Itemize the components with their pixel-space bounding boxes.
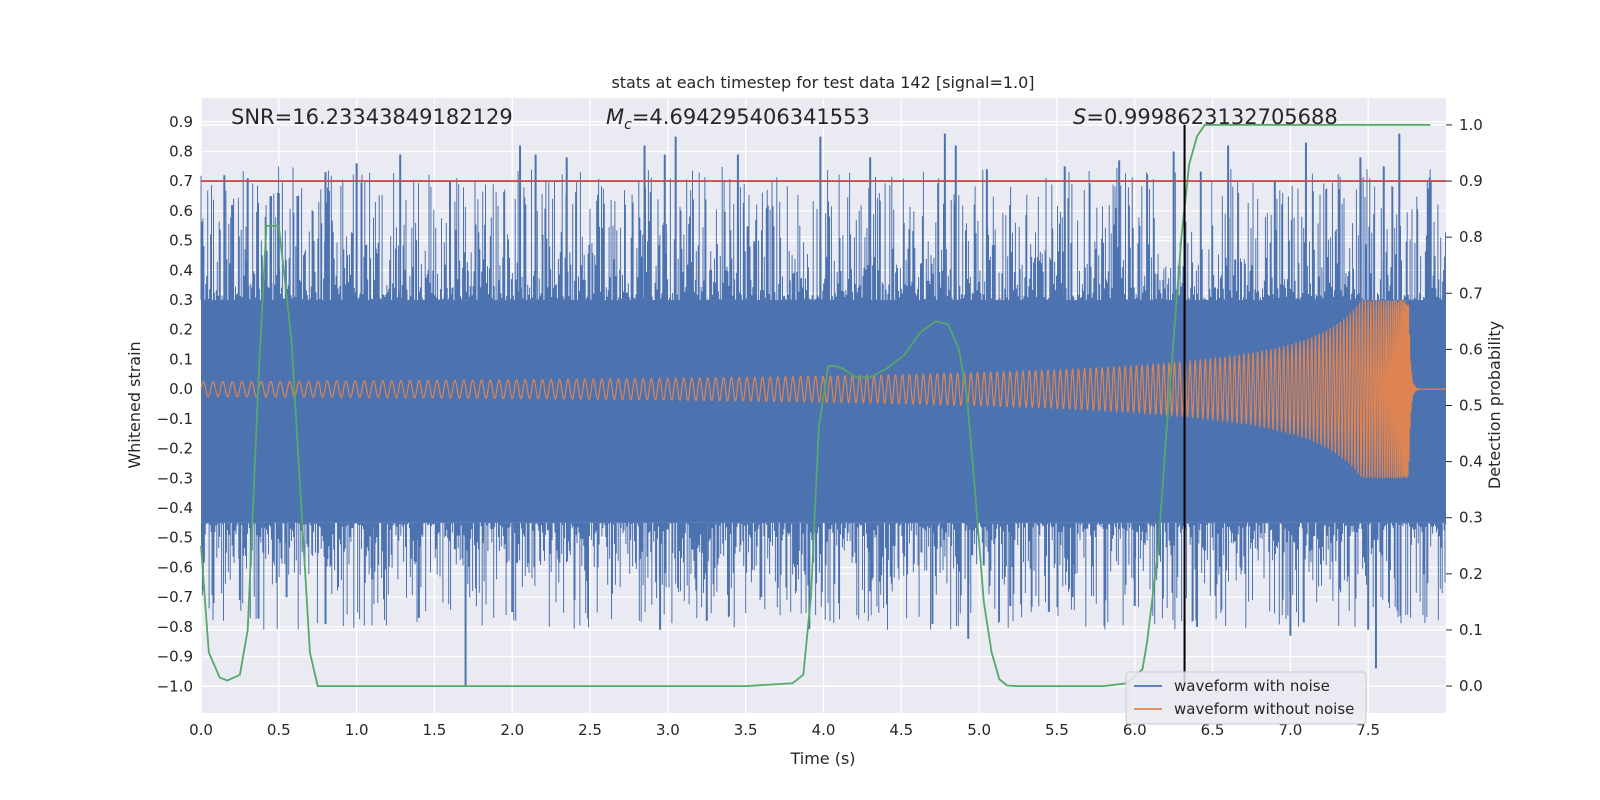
- x-tick-label: 3.5: [734, 721, 758, 739]
- y-tick-label: 0.5: [169, 232, 193, 250]
- y-tick-label: 0.6: [169, 202, 193, 220]
- legend: waveform with noise waveform without noi…: [1125, 671, 1367, 725]
- y-tick-label: 0.7: [169, 172, 193, 190]
- overlay-layer: [201, 124, 1446, 687]
- y2-tick-label: 0.7: [1459, 284, 1483, 302]
- x-tick-label: 1.0: [345, 721, 369, 739]
- x-tick-label: 1.5: [423, 721, 447, 739]
- y2-tick-label: 0.2: [1459, 565, 1483, 583]
- y-tick-label: 0.3: [169, 291, 193, 309]
- chirp-mass-value: =4.694295406341553: [632, 105, 870, 129]
- x-tick-label: 0.0: [189, 721, 213, 739]
- y-tick-label: −0.9: [157, 648, 193, 666]
- y2-tick-label: 0.1: [1459, 621, 1483, 639]
- y2-tick-label: 1.0: [1459, 116, 1483, 134]
- x-axis-label: Time (s): [789, 749, 855, 768]
- y-tick-label: −1.0: [157, 677, 193, 695]
- y2-tick-label: 0.8: [1459, 228, 1483, 246]
- y-tick-label: −0.3: [157, 469, 193, 487]
- y-tick-label: 0.4: [169, 261, 193, 279]
- x-tick-label: 6.5: [1201, 721, 1225, 739]
- score-symbol: S: [1073, 105, 1086, 129]
- y-tick-label: 0.8: [169, 142, 193, 160]
- score-value: =0.9998623132705688: [1086, 105, 1337, 129]
- y2-tick-label: 0.4: [1459, 453, 1483, 471]
- x-tick-label: 2.0: [500, 721, 524, 739]
- y-tick-label: 0.2: [169, 321, 193, 339]
- y2-tick-label: 0.0: [1459, 677, 1483, 695]
- chirp-mass-symbol: M: [606, 105, 624, 129]
- y-tick-label: −0.8: [157, 618, 193, 636]
- y-tick-label: 0.0: [169, 380, 193, 398]
- x-tick-label: 2.5: [578, 721, 602, 739]
- x-tick-label: 0.5: [267, 721, 291, 739]
- y2-tick-label: 0.6: [1459, 340, 1483, 358]
- legend-box: [1125, 671, 1367, 725]
- y-axis-label: Whitened strain: [125, 341, 144, 468]
- y-tick-label: 0.9: [169, 113, 193, 131]
- y-tick-label: −0.5: [157, 529, 193, 547]
- score-annotation: S=0.9998623132705688: [1073, 105, 1338, 129]
- series-waveform-without-noise: [200, 299, 1446, 479]
- y-tick-label: −0.7: [157, 588, 193, 606]
- clean-waveform-line: [200, 299, 1446, 479]
- snr-annotation: SNR=16.23343849182129: [231, 105, 513, 129]
- legend-label-noisy: waveform with noise: [1174, 677, 1330, 695]
- y-tick-label: −0.1: [157, 410, 193, 428]
- y-tick-label: 0.1: [169, 350, 193, 368]
- x-tick-label: 5.5: [1045, 721, 1069, 739]
- x-tick-label: 6.0: [1123, 721, 1147, 739]
- x-tick-label: 4.0: [812, 721, 836, 739]
- x-tick-label: 3.0: [656, 721, 680, 739]
- y2-tick-label: 0.5: [1459, 397, 1483, 415]
- x-tick-label: 4.5: [889, 721, 913, 739]
- series-detection-probability: [200, 124, 1431, 687]
- x-tick-label: 7.5: [1356, 721, 1380, 739]
- y2-tick-label: 0.3: [1459, 509, 1483, 527]
- legend-label-clean: waveform without noise: [1174, 700, 1354, 718]
- probability-line: [200, 124, 1431, 687]
- series-waveform-with-noise: [200, 133, 1447, 687]
- y-tick-label: −0.4: [157, 499, 193, 517]
- y2-axis-label: Detection probability: [1485, 321, 1504, 489]
- x-tick-label: 7.0: [1278, 721, 1302, 739]
- x-tick-label: 5.0: [967, 721, 991, 739]
- axis-layer: 0.0 0.5 1.0 1.5 2.0 2.5 3.0 3.5 4.0 4.5 5.0 5.5 6.0 6…: [157, 113, 1483, 739]
- noise-spike-lines: [200, 166, 1447, 630]
- noise-core-band: [201, 300, 1446, 523]
- chirp-mass-subscript: c: [624, 117, 632, 133]
- y-tick-label: −0.6: [157, 558, 193, 576]
- chirp-mass-annotation: Mc=4.694295406341553: [606, 105, 870, 133]
- chart-title: stats at each timestep for test data 142…: [611, 73, 1034, 92]
- y-tick-label: −0.2: [157, 440, 193, 458]
- y2-tick-label: 0.9: [1459, 172, 1483, 190]
